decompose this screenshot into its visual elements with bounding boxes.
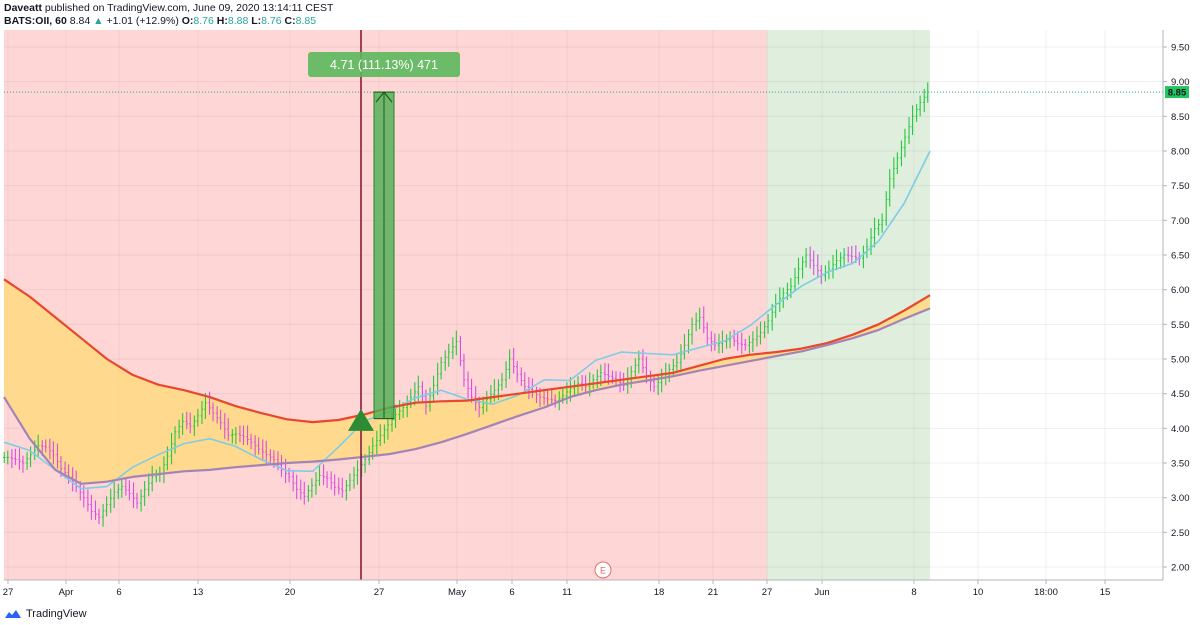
open-label: O: [181,15,194,27]
price-tick-label: 5.50 [1171,320,1190,331]
price-tick-label: 3.50 [1171,459,1190,470]
symbol-name: BATS:OII, 60 [4,15,67,27]
buy-signal-triangle [348,408,374,431]
price-tick-label: 3.00 [1171,493,1190,504]
ma-fast-line [3,150,931,490]
ma-lines [3,150,931,490]
tradingview-logo-icon[interactable] [4,608,22,620]
close-label: C: [284,15,296,27]
time-tick-label: May [448,587,466,598]
overlays: 8.85 4.71 (111.13%) 471 E [4,30,1189,580]
low-label: L: [251,15,262,27]
price-tick-label: 8.50 [1171,112,1190,123]
price-tick-label: 5.00 [1171,355,1190,366]
time-tick-label: 18 [654,587,665,598]
author-name[interactable]: Daveatt [4,2,42,14]
time-tick-label: 11 [562,587,572,598]
price-tick-label: 4.50 [1171,389,1190,400]
price-tick-label: 8.00 [1171,147,1190,158]
price-tick-label: 2.00 [1171,563,1190,574]
close-value: 8.85 [295,15,317,27]
low-value: 8.76 [261,15,282,27]
time-tick-label: 6 [116,587,121,598]
publish-line: Daveatt published on TradingView.com, Ju… [4,2,1194,15]
price-tick-label: 6.50 [1171,251,1190,262]
price-tick-label: 2.50 [1171,528,1190,539]
earnings-marker [594,561,612,579]
brand-name[interactable]: TradingView [26,608,87,620]
last-price: 8.84 [69,15,91,27]
axes: 9.50 9.00 8.50 8.00 7.50 7.00 6.50 6.00 5.50 5.00… [3,30,1190,598]
zone-green [767,30,930,580]
ma-upper-line [3,278,931,424]
high-value: 8.88 [227,15,249,27]
grid [4,30,1163,580]
published-info: published on TradingView.com, June 09, 2… [44,2,334,14]
change-value: +1.01 (+12.9%) [106,15,179,27]
candles [3,82,929,527]
footer: TradingView [4,605,87,623]
time-tick-label: 18:00 [1034,587,1058,598]
time-tick-label: 27 [3,587,14,598]
price-tick-label: 7.50 [1171,181,1190,192]
price-tick-label: 9.50 [1171,43,1190,54]
time-tick-label: Apr [59,587,74,598]
price-tick-label: 4.00 [1171,424,1190,435]
time-tick-label: 10 [973,587,984,598]
time-tick-label: 27 [762,587,773,598]
measure-label-badge [308,52,460,77]
chart-header: Daveatt published on TradingView.com, Ju… [4,2,1194,30]
time-tick-label: 15 [1100,587,1111,598]
high-label: H: [216,15,228,27]
time-tick-label: 8 [911,587,916,598]
symbol-line: BATS:OII, 60 8.84 ▲ +1.01 (+12.9%) O:8.7… [4,15,1194,28]
price-tick-label: 6.00 [1171,285,1190,296]
time-tick-label: 20 [285,587,296,598]
price-tick-label: 7.00 [1171,216,1190,227]
earnings-marker-label: E [600,566,606,576]
time-tick-label: Jun [814,587,829,598]
current-price-badge [1165,86,1189,99]
time-tick-label: 21 [708,587,719,598]
time-tick-label: 6 [509,587,514,598]
open-value: 8.76 [193,15,214,27]
current-price-label: 8.85 [1168,88,1187,99]
ma-lower-line [3,307,931,485]
measure-label: 4.71 (111.13%) 471 [330,58,438,72]
price-tick-label: 9.00 [1171,77,1190,88]
time-tick-label: 27 [374,587,385,598]
change-arrow-icon: ▲ [93,15,104,27]
time-tick-label: 13 [193,587,204,598]
